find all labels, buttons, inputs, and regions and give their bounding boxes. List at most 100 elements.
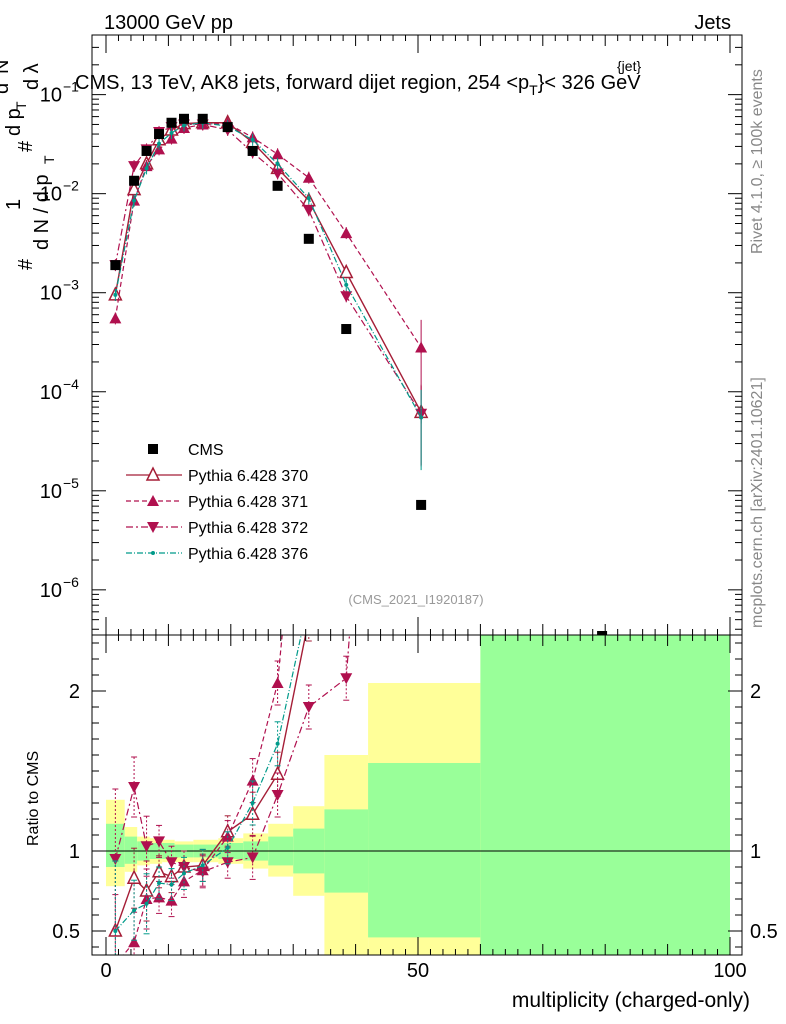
cms-data-point-edge — [597, 631, 608, 637]
legend-label: Pythia 6.428 370 — [188, 468, 308, 485]
ratio-series-point — [113, 929, 118, 933]
main-y-tick-exponent: −3 — [63, 277, 79, 293]
cms-data-point — [197, 113, 208, 124]
ratio-y-tick-label: 2 — [69, 681, 80, 703]
legend-label: Pythia 6.428 371 — [188, 494, 308, 511]
y-label-hash-2: # — [15, 140, 37, 152]
x-axis-label: multiplicity (charged-only) — [512, 989, 750, 1012]
ratio-series-point — [250, 801, 255, 805]
cms-data-point — [272, 180, 283, 191]
main-series-point — [339, 263, 354, 279]
main-y-tick-label: 10 — [40, 481, 62, 503]
ratio-series-point — [275, 741, 280, 746]
main-series-point — [250, 137, 255, 142]
cms-data-point — [166, 117, 177, 128]
plot-title-sub: T — [529, 82, 538, 98]
cms-data-point — [110, 260, 121, 271]
main-y-tick-label: 10 — [40, 283, 62, 305]
y-label-exp-2: 2 — [0, 75, 3, 82]
cms-data-point — [141, 145, 152, 156]
ratio-series-point — [246, 852, 259, 864]
ratio-series-point — [165, 857, 178, 869]
cms-data-point — [179, 113, 189, 124]
ratio-y-tick-label: 1 — [69, 841, 80, 863]
y-label-n: N — [0, 60, 13, 74]
ratio-series-point — [128, 782, 141, 793]
main-series-point — [344, 282, 349, 287]
main-series-point — [302, 171, 315, 183]
plot-title-main: CMS, 13 TeV, AK8 jets, forward dijet reg… — [75, 72, 529, 94]
ratio-series-point — [307, 598, 311, 602]
main-series-point — [340, 291, 353, 303]
watermark: (CMS_2021_I1920187) — [348, 592, 483, 607]
main-y-ticks: 10−610−510−410−310−210−1 — [40, 34, 742, 630]
main-data-layer — [108, 113, 429, 510]
legend-marker — [147, 495, 159, 506]
main-series-point — [169, 130, 174, 135]
main-series-point — [340, 227, 353, 239]
y-label-hash-1: # — [15, 258, 37, 270]
cms-data-point — [303, 233, 314, 244]
legend-marker-cms — [148, 444, 158, 454]
x-tick-label: 50 — [407, 960, 429, 982]
ratio-band-inner — [368, 763, 481, 938]
main-y-tick-label: 10 — [40, 184, 62, 206]
ratio-series-point — [225, 845, 230, 850]
ratio-x-ticks: 0 50 100 — [100, 635, 747, 982]
y-label-dpt: d p — [3, 108, 25, 136]
ratio-series-point — [271, 790, 284, 801]
header-right: Jets — [694, 12, 731, 34]
legend-marker — [147, 522, 159, 533]
ratio-series-point — [246, 774, 259, 786]
ratio-series-point — [109, 854, 122, 865]
ratio-bands — [106, 635, 730, 955]
ratio-series-point — [128, 936, 141, 948]
ratio-frame — [91, 634, 743, 956]
cms-data-point — [341, 324, 352, 335]
ratio-series-point — [169, 882, 174, 887]
main-y-tick-label: 10 — [40, 382, 62, 404]
main-series-line — [114, 122, 422, 348]
main-y-axis-label: # 1 d N / d p T # d p T d 2 N d λ — [0, 60, 57, 270]
ratio-y-axis-label: Ratio to CMS — [25, 751, 42, 846]
ratio-series-point — [144, 901, 149, 906]
ratio-series-point — [140, 841, 153, 853]
y-label-sub-t2: T — [13, 101, 29, 110]
ratio-series-point — [196, 866, 209, 878]
y-label-d: d — [0, 83, 13, 94]
ratio-y-tick-label-right: 1 — [750, 841, 761, 863]
cms-data-point — [416, 499, 427, 510]
ratio-series-point — [340, 412, 352, 424]
ratio-panel: 0.5 0.5 1 1 2 2 0 50 100 — [52, 412, 778, 982]
ratio-series-point — [200, 863, 205, 868]
ratio-series-point — [157, 881, 162, 885]
y-label-dlambda: d λ — [21, 63, 43, 90]
legend-label: Pythia 6.428 372 — [188, 520, 308, 537]
main-series-line — [114, 123, 422, 415]
main-y-tick-exponent: −6 — [63, 574, 79, 590]
main-series-point — [109, 312, 122, 324]
ratio-series-point — [271, 677, 284, 688]
cms-data-point — [247, 145, 258, 156]
main-series-point — [306, 196, 311, 201]
ratio-series-point — [132, 908, 137, 913]
main-series-point — [271, 148, 284, 160]
legend-marker — [145, 466, 161, 481]
legend-label: Pythia 6.428 376 — [188, 546, 308, 563]
ratio-series-point — [153, 836, 166, 848]
legend-marker — [151, 551, 155, 555]
main-y-tick-label: 10 — [40, 580, 62, 602]
x-tick-label: 0 — [100, 960, 111, 982]
main-series-point — [128, 161, 141, 173]
main-y-tick-exponent: −2 — [63, 178, 79, 194]
ratio-y-ticks: 0.5 0.5 1 1 2 2 — [52, 642, 778, 948]
y-label-one: 1 — [3, 199, 25, 210]
main-series-point — [302, 205, 315, 217]
side-label-top: Rivet 4.1.0, ≥ 100k events — [749, 69, 766, 254]
ratio-series-point — [182, 871, 186, 876]
legend-label: CMS — [188, 442, 224, 459]
main-series-point — [113, 292, 118, 297]
plot-title-end: }< 326 GeV — [538, 72, 642, 94]
ratio-series-point — [344, 561, 348, 565]
ratio-series-point — [302, 702, 315, 713]
